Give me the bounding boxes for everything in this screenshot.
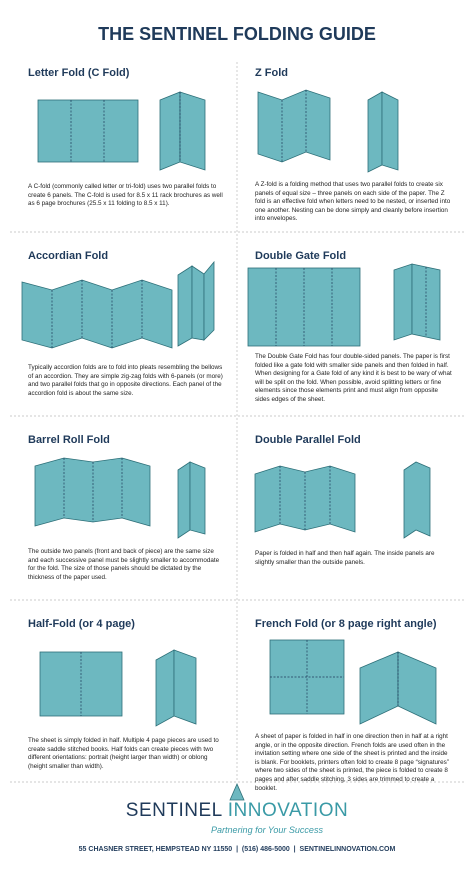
section-heading: Accordian Fold — [28, 250, 109, 262]
section-description: Paper is folded in half and then half ag… — [255, 550, 435, 566]
address: 55 CHASNER STREET, HEMPSTEAD NY 11550 | … — [78, 846, 396, 853]
section-description: The outside two panels (front and back o… — [28, 548, 220, 581]
section-heading: French Fold (or 8 page right angle) — [255, 618, 437, 630]
title: THE SENTINEL FOLDING GUIDE — [98, 24, 376, 44]
section-heading: Barrel Roll Fold — [28, 434, 110, 446]
section-description: The Double Gate Fold has four double-sid… — [255, 353, 452, 403]
section-heading: Half-Fold (or 4 page) — [28, 618, 135, 630]
section-heading: Z Fold — [255, 67, 288, 79]
section-description: A Z-fold is a folding method that uses t… — [255, 181, 451, 223]
brand-first: SENTINEL — [125, 800, 222, 821]
section-description: Typically accordion folds are to fold in… — [28, 364, 223, 397]
brand-second: INNOVATION — [227, 800, 349, 821]
section-heading: Double Gate Fold — [255, 250, 347, 262]
section-heading: Letter Fold (C Fold) — [28, 67, 130, 79]
brand: SENTINEL INNOVATION — [0, 800, 474, 822]
section-description: A sheet of paper is folded in half in on… — [255, 733, 449, 792]
tagline: Partnering for Your Success — [211, 825, 323, 835]
section-heading: Double Parallel Fold — [255, 434, 361, 446]
section-description: The sheet is simply folded in half. Mult… — [28, 737, 219, 770]
section-description: A C-fold (commonly called letter or tri-… — [28, 183, 223, 208]
